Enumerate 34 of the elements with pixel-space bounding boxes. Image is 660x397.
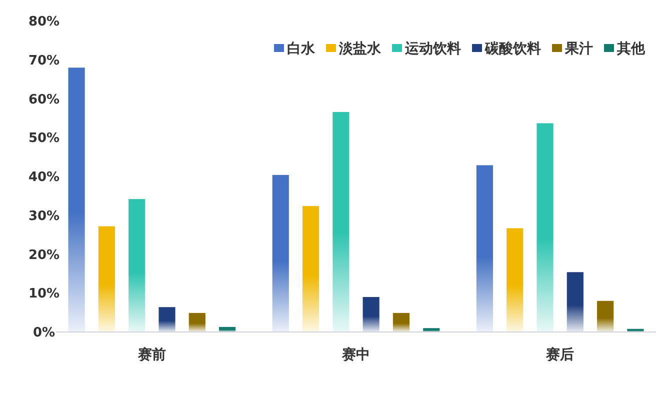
bar — [188, 312, 206, 332]
bar — [392, 312, 410, 332]
x-tick-label: 赛前 — [136, 346, 166, 363]
y-tick-label: 0% — [32, 326, 56, 341]
legend-label: 淡盐水 — [338, 40, 382, 57]
y-tick-label: 30% — [28, 208, 60, 224]
bar — [423, 328, 440, 332]
x-tick-label: 赛后 — [545, 346, 574, 363]
bar — [158, 307, 176, 332]
bar — [302, 206, 320, 332]
legend-label: 果汁 — [564, 40, 593, 57]
y-tick-label: 80% — [28, 14, 60, 30]
y-tick-label: 40% — [28, 170, 60, 186]
bar — [476, 165, 493, 332]
y-tick-label: 50% — [28, 131, 60, 146]
legend-label: 白水 — [287, 40, 316, 57]
bar — [536, 123, 554, 332]
legend-label: 运动饮料 — [404, 40, 461, 57]
x-tick-label: 赛中 — [341, 346, 370, 363]
y-tick-label: 60% — [28, 92, 60, 108]
bar — [506, 228, 524, 332]
bar — [597, 300, 614, 332]
legend-label: 其他 — [616, 40, 646, 57]
legend-label: 碳酸饮料 — [484, 40, 541, 57]
bar — [332, 112, 350, 332]
bar — [98, 226, 115, 332]
bar — [68, 68, 85, 332]
bar — [128, 199, 146, 332]
y-tick-label: 20% — [28, 248, 60, 263]
y-tick-label: 10% — [28, 286, 60, 302]
y-tick-label: 70% — [28, 53, 60, 68]
bar — [566, 272, 584, 332]
bar — [272, 174, 289, 332]
bar — [362, 297, 380, 332]
